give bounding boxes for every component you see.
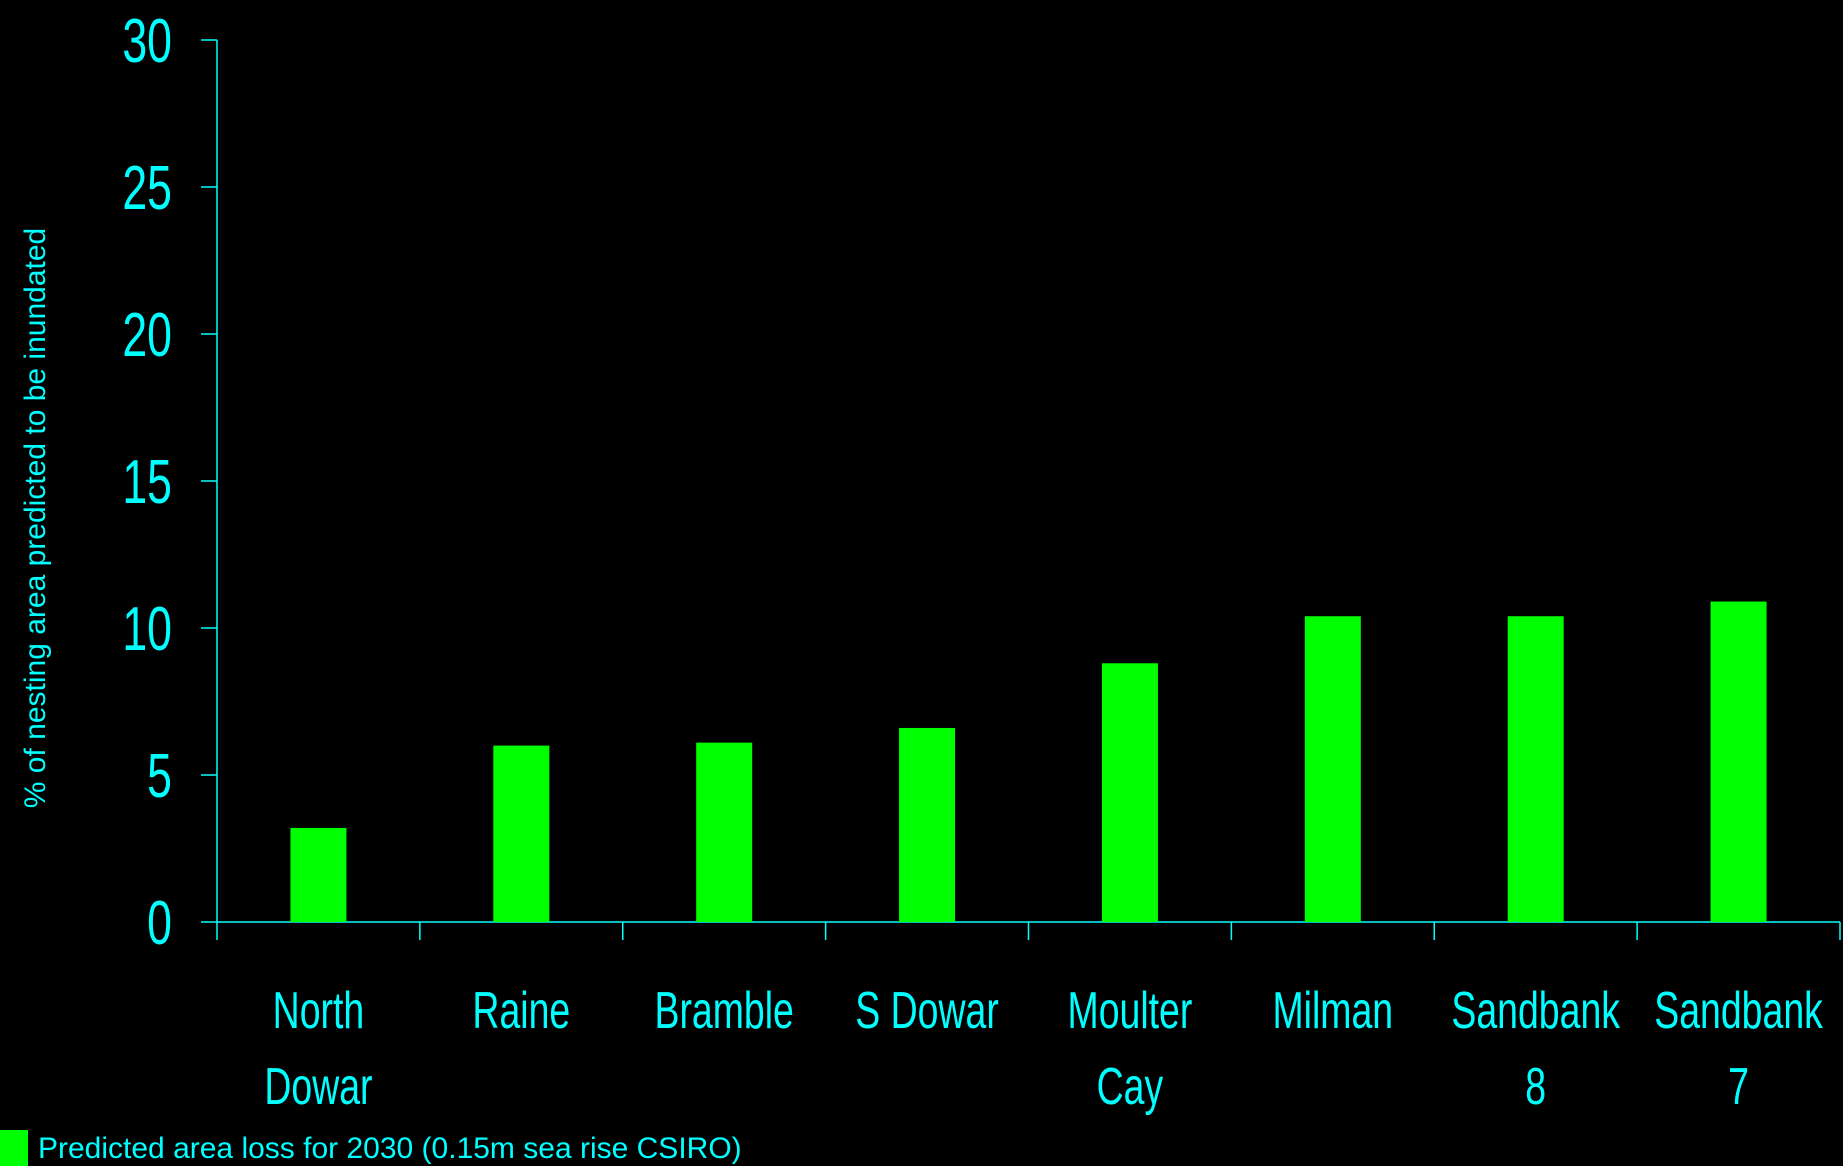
x-tick-label: S Dowar bbox=[855, 981, 999, 1040]
bar bbox=[1101, 663, 1158, 922]
y-tick-labels: 0 5 10 15 20 25 30 bbox=[122, 7, 172, 958]
legend-swatch bbox=[0, 1130, 28, 1166]
y-tick-label: 5 bbox=[147, 742, 172, 811]
bar bbox=[290, 827, 347, 922]
x-tick-label: Bramble bbox=[654, 981, 793, 1040]
y-tick-label: 20 bbox=[122, 301, 172, 370]
x-tick-label: Raine bbox=[472, 981, 570, 1040]
x-tick-label: Dowar bbox=[264, 1057, 372, 1116]
legend-label: Predicted area loss for 2030 (0.15m sea … bbox=[38, 1132, 742, 1165]
x-tick-label: North bbox=[273, 981, 365, 1040]
bar bbox=[899, 727, 956, 922]
y-tick-label: 25 bbox=[122, 154, 172, 223]
x-tick-label: Milman bbox=[1272, 981, 1393, 1040]
bar bbox=[696, 742, 753, 922]
y-tick-label: 30 bbox=[122, 7, 172, 76]
bar bbox=[493, 745, 550, 922]
bar bbox=[1710, 601, 1767, 922]
y-tick-label: 10 bbox=[122, 595, 172, 664]
x-tick-labels: North Dowar Raine Bramble S Dowar Moulter Cay M… bbox=[264, 981, 1823, 1116]
y-tick-label: 15 bbox=[122, 448, 172, 517]
y-tick-label: 0 bbox=[147, 889, 172, 958]
bar bbox=[1304, 616, 1361, 922]
x-tick-label: Cay bbox=[1097, 1057, 1164, 1116]
x-tick-label: Sandbank bbox=[1451, 981, 1620, 1040]
x-tick-label: Moulter bbox=[1068, 981, 1193, 1040]
x-tick-label: Sandbank bbox=[1654, 981, 1823, 1040]
y-axis-title: % of nesting area predicted to be inunda… bbox=[19, 228, 52, 808]
x-tick-label: 8 bbox=[1525, 1057, 1546, 1116]
bar bbox=[1507, 616, 1564, 922]
bars bbox=[290, 601, 1767, 922]
x-tick-label: 7 bbox=[1728, 1057, 1749, 1116]
axes bbox=[201, 39, 1841, 940]
